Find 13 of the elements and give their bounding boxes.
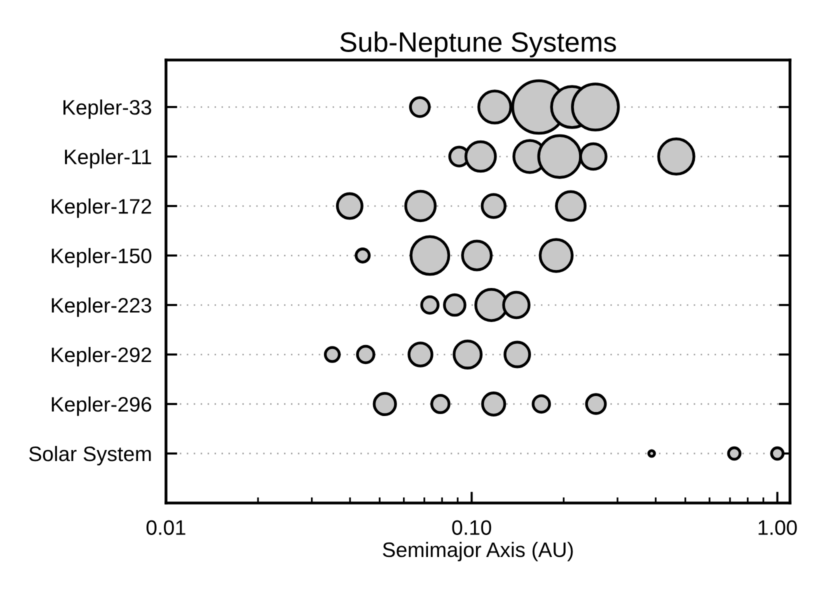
y-tick-label: Kepler-292 — [52, 346, 152, 366]
y-tick-label: Solar System — [29, 446, 151, 466]
x-axis-title: Semimajor Axis (AU) — [382, 542, 573, 562]
x-tick-label: 0.10 — [452, 520, 492, 535]
y-tick-label: Kepler-172 — [52, 198, 152, 218]
y-tick-label: Kepler-33 — [63, 99, 152, 119]
y-tick-label: Kepler-296 — [52, 396, 152, 416]
y-tick-label: Kepler-11 — [65, 148, 152, 168]
y-tick-label: Kepler-223 — [52, 297, 152, 317]
x-tick-label: 1.00 — [758, 520, 797, 535]
y-tick-label: Kepler-150 — [52, 248, 152, 268]
x-tick-label: 0.01 — [146, 520, 186, 535]
chart-title: Sub-Neptune Systems — [340, 32, 616, 58]
